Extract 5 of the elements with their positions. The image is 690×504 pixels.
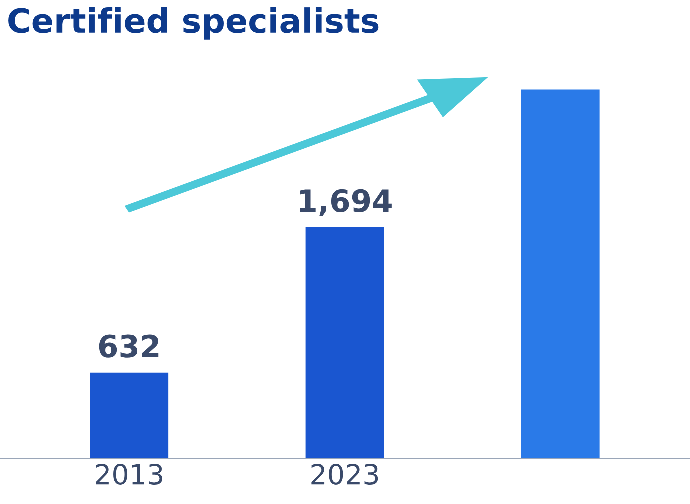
chart-title: Certified specialists: [8, 8, 379, 40]
data-label: 1,694: [300, 189, 392, 216]
x-tick-label: 2013: [96, 464, 162, 486]
data-label: 632: [99, 334, 159, 358]
x-tick-label: 2023: [312, 464, 378, 486]
